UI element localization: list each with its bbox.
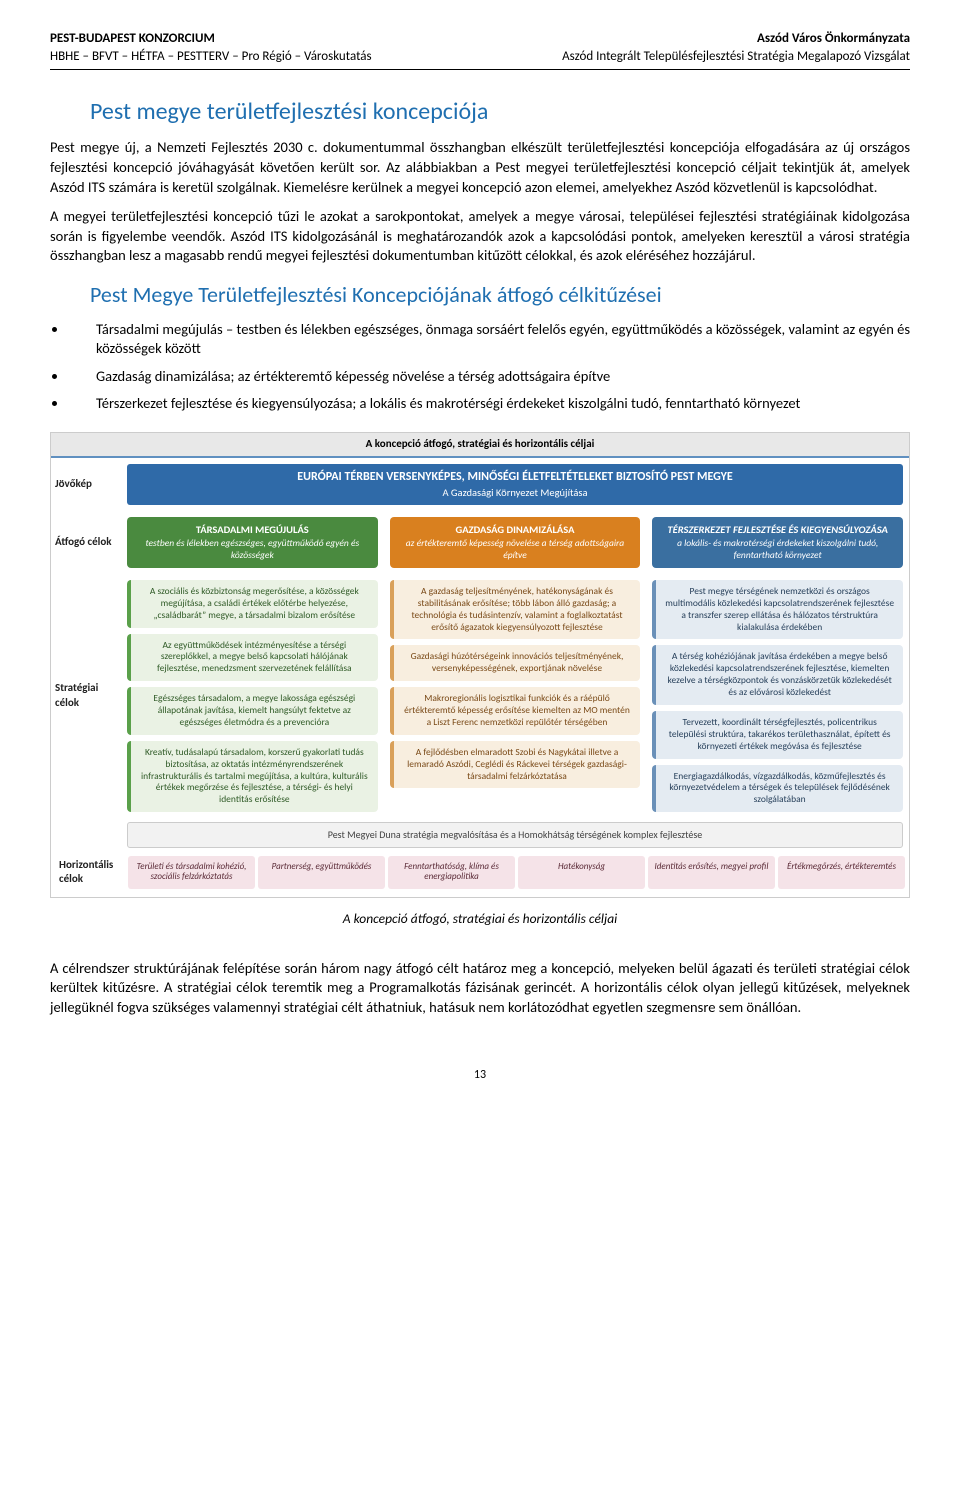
header-right-bold: Aszód Város Önkormányzata [757, 30, 910, 48]
pink-card: Fenntarthatóság, klíma és energiapolitik… [388, 856, 515, 890]
paragraph-2: A megyei területfejlesztési koncepció tű… [50, 207, 910, 266]
diagram-strategiai-row: Stratégiai célok A szociális és közbizto… [51, 574, 909, 818]
diagram-atfogo-row: Átfogó célok TÁRSADALMI MEGÚJULÁS testbe… [51, 511, 909, 574]
paragraph-1: Pest megye új, a Nemzeti Fejlesztés 2030… [50, 138, 910, 197]
green-card: A szociális és közbiztonság megerősítése… [127, 580, 378, 628]
col-head-orange-title: GAZDASÁG DINAMIZÁLÁSA [398, 523, 633, 536]
blue-card: Energiagazdálkodás, vízgazdálkodás, közm… [652, 765, 903, 813]
vision-box: EURÓPAI TÉRBEN VERSENYKÉPES, MINŐSÉGI ÉL… [127, 464, 903, 505]
diagram-spanner-row: Pest Megyei Duna stratégia megvalósítása… [51, 818, 909, 852]
blue-card: Tervezett, koordinált térségfejlesztés, … [652, 711, 903, 759]
bullet-item: Társadalmi megújulás – testben és lélekb… [68, 320, 910, 359]
row-label-strategiai: Stratégiai célok [51, 574, 121, 818]
goal-bullets: Társadalmi megújulás – testben és lélekb… [68, 320, 910, 414]
section-title-goals: Pest Megye Területfejlesztési Koncepciój… [90, 280, 910, 310]
orange-card: A fejlődésben elmaradott Szobi és Nagyká… [390, 741, 641, 789]
header-divider [50, 69, 910, 70]
orange-card: Makroregionális logisztikai funkciók és … [390, 687, 641, 735]
orange-card: A gazdaság teljesítményének, hatékonyság… [390, 580, 641, 640]
col-orange-body: A gazdaság teljesítményének, hatékonyság… [384, 574, 647, 818]
vision-line-2: A Gazdasági Környezet Megújítása [132, 486, 898, 500]
section-title-concept: Pest megye területfejlesztési koncepciój… [90, 96, 910, 128]
pink-card: Partnerség, együttműködés [258, 856, 385, 890]
col-head-green-sub: testben és lélekben egészséges, együttmű… [135, 538, 370, 562]
col-blue-body: Pest megye térségének nemzetközi és orsz… [646, 574, 909, 818]
col-head-orange: GAZDASÁG DINAMIZÁLÁSA az értékteremtő ké… [390, 517, 641, 568]
col-head-orange-sub: az értékteremtő képesség növelése a térs… [398, 538, 633, 562]
header-row-2: HBHE – BFVT – HÉTFA – PESTTERV – Pro Rég… [50, 48, 910, 66]
header-left-bold: PEST-BUDAPEST KONZORCIUM [50, 30, 215, 48]
vision-line-1: EURÓPAI TÉRBEN VERSENYKÉPES, MINŐSÉGI ÉL… [132, 469, 898, 485]
page-number: 13 [50, 1067, 910, 1083]
diagram-top-bar: A koncepció átfogó, stratégiai és horizo… [51, 433, 909, 458]
green-card: Az együttműködések intézményesítése a té… [127, 634, 378, 682]
header-row-1: PEST-BUDAPEST KONZORCIUM Aszód Város Önk… [50, 30, 910, 48]
green-card: Kreatív, tudásalapú társadalom, korszerű… [127, 741, 378, 812]
closing-paragraph: A célrendszer struktúrájának felépítése … [50, 959, 910, 1018]
diagram-horizontal-row: Horizontális célok Területi és társadalm… [51, 852, 909, 898]
diagram-vision-row: Jövőkép EURÓPAI TÉRBEN VERSENYKÉPES, MIN… [51, 458, 909, 511]
col-head-blue-title: TÉRSZERKEZET FEJLESZTÉSE ÉS KIEGYENSÚLYO… [660, 523, 895, 536]
col-head-blue: TÉRSZERKEZET FEJLESZTÉSE ÉS KIEGYENSÚLYO… [652, 517, 903, 568]
row-label-jovokep: Jövőkép [51, 458, 121, 511]
pink-card: Identitás erősítés, megyei profil [648, 856, 775, 890]
diagram-caption: A koncepció átfogó, stratégiai és horizo… [50, 910, 910, 928]
row-label-atfogo: Átfogó célok [51, 511, 121, 574]
pink-card: Értékmegőrzés, értékteremtés [778, 856, 905, 890]
col-head-blue-sub: a lokális- és makrotérségi érdekeket kis… [660, 538, 895, 562]
blue-card: A térség kohéziójának javítása érdekében… [652, 645, 903, 705]
bullet-item: Gazdaság dinamizálása; az értékteremtő k… [68, 367, 910, 387]
blue-card: Pest megye térségének nemzetközi és orsz… [652, 580, 903, 640]
col-head-green: TÁRSADALMI MEGÚJULÁS testben és lélekben… [127, 517, 378, 568]
goals-diagram: A koncepció átfogó, stratégiai és horizo… [50, 432, 910, 899]
green-card: Egészséges társadalom, a megye lakossága… [127, 687, 378, 735]
header-right-sub: Aszód Integrált Településfejlesztési Str… [562, 48, 910, 66]
row-label-horizontalis: Horizontális célok [55, 856, 125, 890]
header-left-sub: HBHE – BFVT – HÉTFA – PESTTERV – Pro Rég… [50, 48, 372, 66]
spanner-box: Pest Megyei Duna stratégia megvalósítása… [127, 822, 903, 848]
pink-card: Hatékonyság [518, 856, 645, 890]
bullet-item: Térszerkezet fejlesztése és kiegyensúlyo… [68, 394, 910, 414]
pink-card: Területi és társadalmi kohézió, szociáli… [128, 856, 255, 890]
col-green-body: A szociális és közbiztonság megerősítése… [121, 574, 384, 818]
orange-card: Gazdasági húzótérségeink innovációs telj… [390, 645, 641, 681]
col-head-green-title: TÁRSADALMI MEGÚJULÁS [135, 523, 370, 536]
